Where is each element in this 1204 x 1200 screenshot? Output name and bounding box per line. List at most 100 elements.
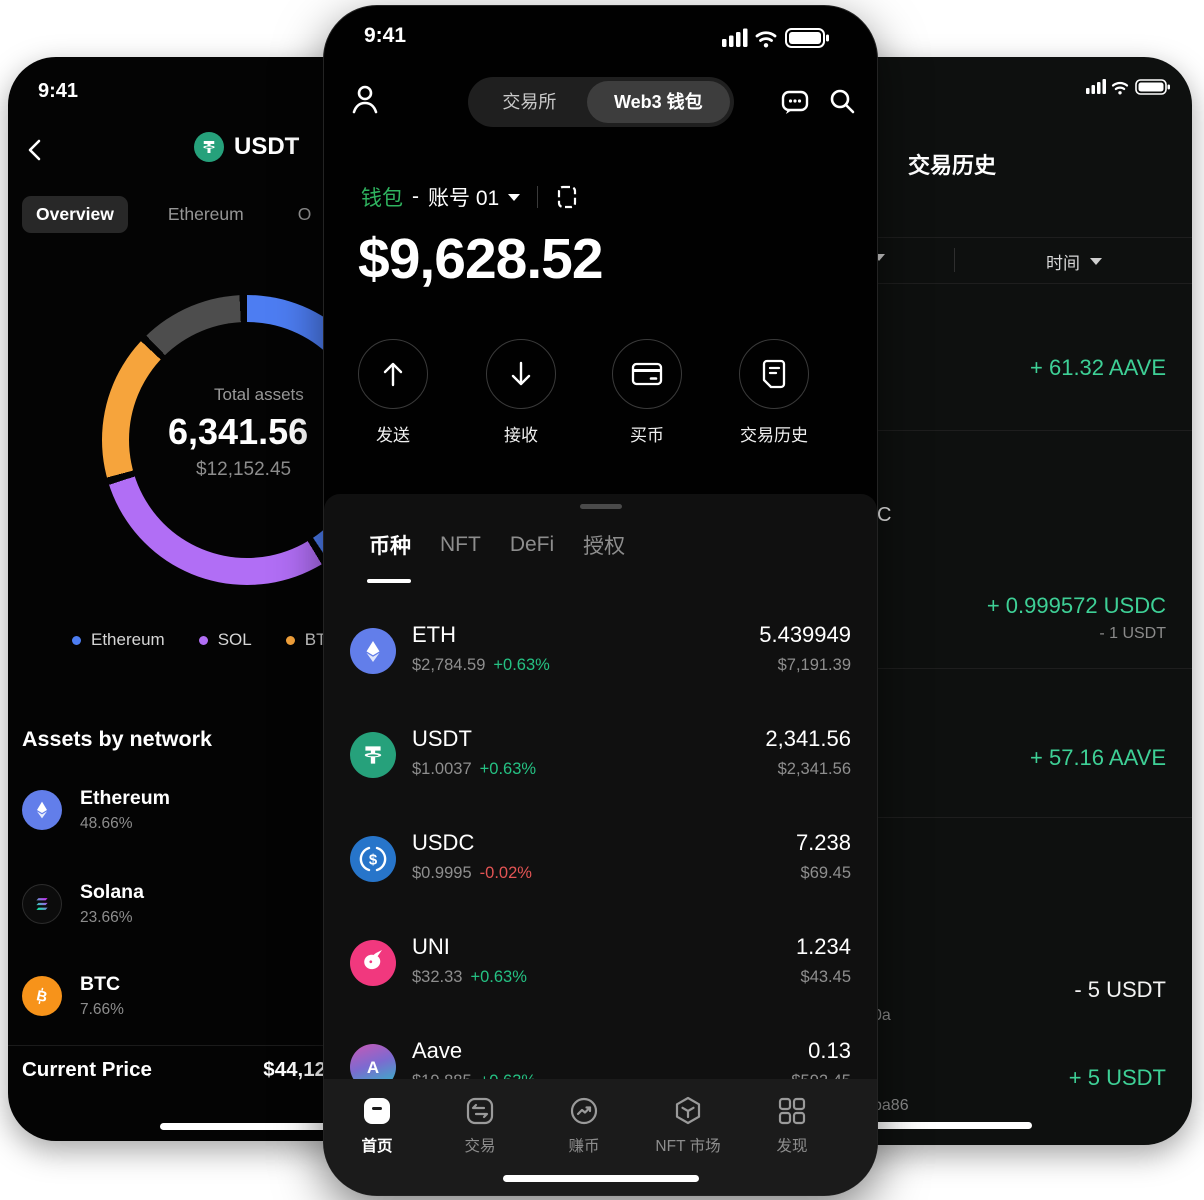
legend-ethereum: Ethereum xyxy=(72,630,165,650)
transaction-amount[interactable]: + 61.32 AAVE xyxy=(1030,355,1166,380)
arrow-down-icon xyxy=(511,361,531,386)
chat-button[interactable] xyxy=(779,86,811,118)
current-price-value: $44,12 xyxy=(263,1058,326,1081)
svg-text:A: A xyxy=(367,1058,379,1077)
usdt-icon xyxy=(350,732,396,778)
btc-icon: B xyxy=(22,976,62,1016)
network-row-solana[interactable]: Solana 23.66% xyxy=(22,881,144,927)
divider xyxy=(860,668,1192,669)
battery-icon xyxy=(1135,79,1170,95)
usdc-icon: $ xyxy=(350,836,396,882)
history-button[interactable]: 交易历史 xyxy=(714,339,834,446)
status-icons xyxy=(722,26,840,50)
signal-icon xyxy=(1086,79,1106,94)
grid-icon xyxy=(778,1097,806,1125)
home-indicator xyxy=(503,1175,699,1182)
card-icon xyxy=(631,362,663,386)
eth-icon xyxy=(350,628,396,674)
chat-icon xyxy=(781,90,809,114)
wallet-account-selector[interactable]: 钱包 - 账号 01 xyxy=(361,182,579,212)
legend-dot-blue xyxy=(72,635,81,645)
divider xyxy=(537,186,539,208)
segment-web3-wallet[interactable]: Web3 钱包 xyxy=(586,81,730,123)
token-row-uni[interactable]: UNI $32.33 +0.63% 1.234 $43.45 xyxy=(324,930,877,1026)
back-button[interactable] xyxy=(24,137,46,163)
tab-ethereum[interactable]: Ethereum xyxy=(167,204,244,224)
nav-earn[interactable]: 赚币 xyxy=(532,1095,636,1156)
token-row-usdc[interactable]: $ USDC $0.9995 -0.02% 7.238 $69.45 xyxy=(324,826,877,922)
profile-button[interactable] xyxy=(350,84,380,116)
filter-caret-fragment[interactable] xyxy=(873,254,885,261)
buy-crypto-button[interactable]: 买币 xyxy=(587,339,707,446)
total-assets-value: 6,341.56 xyxy=(168,411,309,452)
assets-by-network-title: Assets by network xyxy=(22,727,212,751)
legend-dot-purple xyxy=(198,635,208,645)
donut-legend: Ethereum SOL BTC xyxy=(72,630,339,650)
network-row-ethereum[interactable]: Ethereum 48.66% xyxy=(22,787,170,833)
transaction-amount[interactable]: + 0.999572 USDC xyxy=(986,593,1166,618)
arrow-up-icon xyxy=(383,362,403,387)
chevron-down-icon xyxy=(508,193,521,201)
transaction-amount[interactable]: + 57.16 AAVE xyxy=(1030,745,1166,770)
bottom-nav: 首页 交易 赚币 xyxy=(324,1079,877,1195)
nav-discover[interactable]: 发现 xyxy=(740,1095,844,1156)
separator: - xyxy=(412,185,419,208)
left-phone: 9:41 USDT Overview Ethereum O Total asse… xyxy=(8,57,340,1141)
search-icon xyxy=(830,89,855,114)
divider xyxy=(860,237,1192,238)
swap-icon xyxy=(466,1097,494,1125)
battery-icon xyxy=(785,28,829,48)
transaction-amount[interactable]: + 5 USDT xyxy=(1068,1065,1166,1090)
nav-home[interactable]: 首页 xyxy=(325,1095,429,1156)
current-price-label: Current Price xyxy=(22,1058,152,1081)
wifi-icon xyxy=(1111,81,1129,91)
current-price-row: Current Price $44,12 xyxy=(8,1045,340,1082)
divider xyxy=(860,817,1192,818)
filter-divider xyxy=(954,248,955,272)
solana-icon xyxy=(22,884,62,924)
tab-approvals[interactable]: 授权 xyxy=(583,535,626,558)
center-phone: 9:41 xyxy=(323,5,878,1196)
time-filter[interactable]: 时间 xyxy=(1046,249,1102,274)
ethereum-icon xyxy=(22,790,62,830)
token-row-usdt[interactable]: USDT $1.0037 +0.63% 2,341.56 $2,341.56 xyxy=(324,722,877,818)
tab-nft[interactable]: NFT xyxy=(440,533,481,556)
transaction-sub-amount: - 1 USDT xyxy=(1099,625,1166,642)
total-balance: $9,628.52 xyxy=(358,227,604,291)
svg-text:B: B xyxy=(35,988,49,1006)
search-button[interactable] xyxy=(827,86,857,116)
legend-dot-orange xyxy=(285,635,295,645)
token-row-eth[interactable]: ETH $2,784.59 +0.63% 5.439949 $7,191.39 xyxy=(324,618,877,714)
tab-defi[interactable]: DeFi xyxy=(509,533,555,556)
send-button[interactable]: 发送 xyxy=(333,339,453,446)
sheet-tabs: 币种 NFT DeFi 授权 xyxy=(369,530,625,560)
person-icon xyxy=(352,85,378,114)
home-icon xyxy=(364,1098,390,1124)
tab-clipped[interactable]: O xyxy=(297,204,312,224)
network-row-btc[interactable]: B BTC 7.66% xyxy=(22,973,124,1019)
wallet-label: 钱包 xyxy=(361,187,403,210)
scan-icon[interactable] xyxy=(555,184,579,210)
tab-overview[interactable]: Overview xyxy=(22,196,128,233)
tab-tokens[interactable]: 币种 xyxy=(369,535,411,558)
token-tabs: Overview Ethereum O xyxy=(22,196,325,233)
receive-button[interactable]: 接收 xyxy=(461,339,581,446)
segmented-control: 交易所 Web3 钱包 xyxy=(468,77,734,127)
status-icons xyxy=(1086,77,1172,97)
total-assets-fiat: $12,152.45 xyxy=(196,459,292,480)
home-indicator xyxy=(860,1122,1032,1129)
transaction-amount[interactable]: - 5 USDT xyxy=(1074,977,1166,1002)
nav-nft-market[interactable]: NFT 市场 xyxy=(636,1095,740,1156)
segment-exchange[interactable]: 交易所 xyxy=(502,92,557,112)
svg-text:$: $ xyxy=(369,852,378,869)
token-header: USDT xyxy=(194,132,299,162)
donut-hole xyxy=(129,322,340,558)
drag-handle[interactable] xyxy=(580,504,622,509)
transaction-fragment: C xyxy=(877,504,892,526)
nft-hexagon-icon xyxy=(675,1096,701,1125)
nav-trade[interactable]: 交易 xyxy=(428,1095,532,1156)
assets-sheet: 币种 NFT DeFi 授权 ETH $2,784.59 +0.63% 5.439… xyxy=(324,494,877,1195)
wifi-icon xyxy=(755,31,777,42)
uni-icon xyxy=(350,940,396,986)
donut-center-text: Total assets 6,341.56 $12,152.45 xyxy=(168,385,340,481)
